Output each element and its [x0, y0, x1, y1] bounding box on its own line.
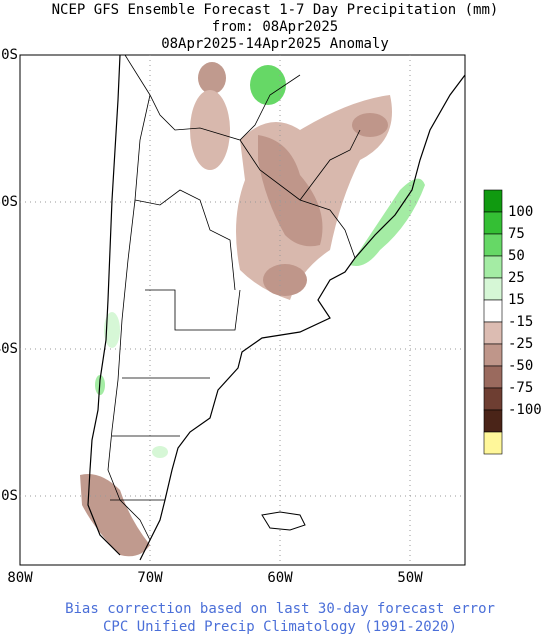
anomaly	[104, 312, 120, 348]
colorbar-box	[483, 409, 503, 433]
anomaly	[198, 62, 226, 94]
colorbar-label: 15	[508, 292, 525, 308]
subtitle: from: 08Apr2025	[212, 19, 338, 35]
colorbar-label: 25	[508, 270, 525, 286]
colorbar-box	[483, 189, 503, 213]
colorbar-box	[483, 387, 503, 411]
anomaly	[352, 113, 388, 137]
anomaly	[263, 264, 307, 296]
colorbar-box	[483, 321, 503, 345]
lat-label: 40S	[0, 341, 18, 357]
colorbar-label: -25	[508, 336, 533, 352]
title: NCEP GFS Ensemble Forecast 1-7 Day Preci…	[52, 2, 499, 18]
falklands	[261, 511, 306, 531]
colorbar-box	[483, 211, 503, 235]
anomaly	[250, 65, 286, 105]
map	[19, 54, 466, 566]
lon-label: 70W	[137, 570, 163, 586]
colorbar-box	[483, 365, 503, 389]
colorbar-box	[483, 431, 503, 455]
anomaly	[258, 135, 323, 247]
colorbar-box	[483, 299, 503, 323]
colorbar-box	[483, 343, 503, 367]
colorbar-label: -100	[508, 402, 542, 418]
colorbar-label: 50	[508, 248, 525, 264]
period: 08Apr2025-14Apr2025 Anomaly	[161, 36, 389, 52]
lat-label: 30S	[0, 194, 18, 210]
colorbar-box	[483, 277, 503, 301]
colorbar-box	[483, 233, 503, 257]
colorbar-label: -50	[508, 358, 533, 374]
footer: Bias correction based on last 30-day for…	[65, 601, 495, 635]
anomaly	[80, 474, 150, 557]
anomaly	[152, 446, 168, 458]
colorbar-label: 100	[508, 204, 533, 220]
anomaly	[190, 90, 230, 170]
lon-label: 80W	[7, 570, 33, 586]
coastline	[87, 54, 466, 561]
colorbar: 100 75 50 25 15 -15 -25 -50 -75 -100	[483, 189, 542, 455]
footer-line: CPC Unified Precip Climatology (1991-202…	[103, 619, 457, 635]
anomalies	[80, 62, 425, 557]
lon-label: 60W	[267, 570, 293, 586]
lat-label: 20S	[0, 47, 18, 63]
colorbar-label: -15	[508, 314, 533, 330]
borders	[107, 54, 361, 541]
colorbar-box	[483, 255, 503, 279]
lat-label: 50S	[0, 488, 18, 504]
gridlines	[20, 55, 465, 565]
colorbar-label: -75	[508, 380, 533, 396]
lon-label: 50W	[397, 570, 423, 586]
colorbar-label: 75	[508, 226, 525, 242]
footer-line: Bias correction based on last 30-day for…	[65, 601, 495, 617]
